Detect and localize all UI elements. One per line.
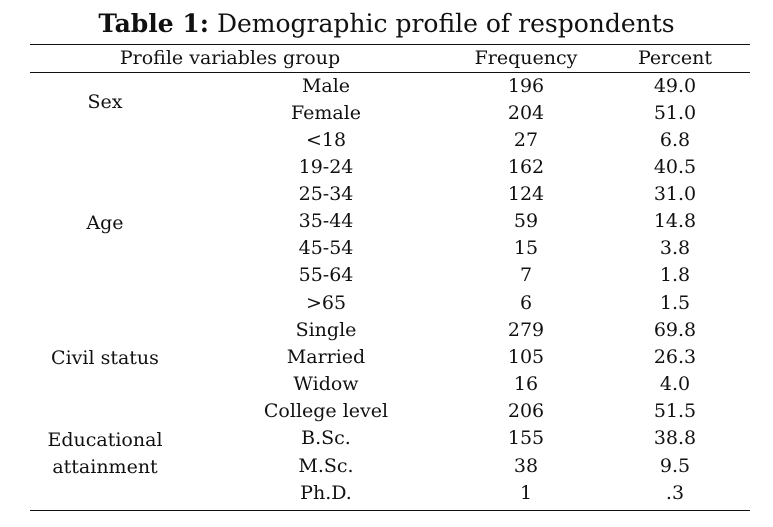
frequency-cell: 59 (513, 210, 539, 232)
group-label-line: attainment (52, 456, 158, 478)
group-label-sex: Sex (30, 89, 180, 116)
frequency-cell: 279 (507, 319, 545, 341)
table-title: Table 1: Demographic profile of responde… (0, 8, 773, 40)
table-label: Table 1: (98, 9, 209, 38)
bottom-rule (30, 510, 750, 511)
subgroup-cell: Widow (293, 373, 359, 395)
subgroup-cell: Married (286, 346, 366, 368)
header-percent: Percent (637, 47, 712, 69)
percent-cell: 14.8 (653, 210, 697, 232)
header-frequency: Frequency (474, 47, 578, 69)
frequency-cell: 162 (507, 156, 545, 178)
subgroup-cell: College level (263, 400, 389, 422)
subgroup-cell: 25-34 (298, 183, 354, 205)
frequency-cell: 7 (519, 264, 533, 286)
group-label-line: Sex (87, 91, 123, 113)
percent-cell: 3.8 (659, 237, 691, 259)
frequency-cell: 155 (507, 427, 545, 449)
frequency-cell: 38 (513, 455, 539, 477)
percent-cell: 1.5 (659, 292, 691, 314)
top-rule (30, 44, 750, 45)
subgroup-cell: Single (295, 319, 357, 341)
percent-cell: 69.8 (653, 319, 697, 341)
percent-cell: 51.0 (653, 102, 697, 124)
frequency-cell: 204 (507, 102, 545, 124)
percent-cell: 4.0 (659, 373, 691, 395)
group-label-age: Age (30, 210, 180, 237)
subgroup-cell: B.Sc. (301, 427, 351, 449)
percent-cell: 6.8 (659, 129, 691, 151)
group-label-civil-status: Civil status (30, 345, 180, 372)
frequency-cell: 105 (507, 346, 545, 368)
frequency-cell: 27 (513, 129, 539, 151)
subgroup-cell: 55-64 (298, 264, 354, 286)
frequency-cell: 124 (507, 183, 545, 205)
percent-cell: 26.3 (653, 346, 697, 368)
header-rule (30, 72, 750, 73)
percent-cell: 38.8 (653, 427, 697, 449)
group-label-educational-attainment: Educational attainment (30, 427, 180, 481)
subgroup-cell: Male (301, 75, 351, 97)
frequency-cell: 196 (507, 75, 545, 97)
frequency-cell: 6 (519, 292, 533, 314)
percent-cell: 49.0 (653, 75, 697, 97)
table-caption: Demographic profile of respondents (209, 9, 675, 38)
group-label-line: Civil status (51, 347, 159, 369)
frequency-cell: 206 (507, 400, 545, 422)
percent-cell: 1.8 (659, 264, 691, 286)
header-profile-variables: Profile variables group (119, 47, 341, 69)
frequency-cell: 15 (513, 237, 539, 259)
percent-cell: 9.5 (659, 455, 691, 477)
subgroup-cell: M.Sc. (298, 455, 354, 477)
subgroup-cell: Female (290, 102, 362, 124)
frequency-cell: 16 (513, 373, 539, 395)
group-label-line: Educational (47, 429, 163, 451)
percent-cell: 51.5 (653, 400, 697, 422)
subgroup-cell: 45-54 (298, 237, 354, 259)
group-label-line: Age (86, 212, 124, 234)
percent-cell: .3 (665, 482, 685, 504)
percent-cell: 40.5 (653, 156, 697, 178)
frequency-cell: 1 (519, 482, 533, 504)
subgroup-cell: <18 (305, 129, 347, 151)
subgroup-cell: >65 (305, 292, 347, 314)
subgroup-cell: 35-44 (298, 210, 354, 232)
subgroup-cell: Ph.D. (300, 482, 352, 504)
percent-cell: 31.0 (653, 183, 697, 205)
subgroup-cell: 19-24 (298, 156, 354, 178)
